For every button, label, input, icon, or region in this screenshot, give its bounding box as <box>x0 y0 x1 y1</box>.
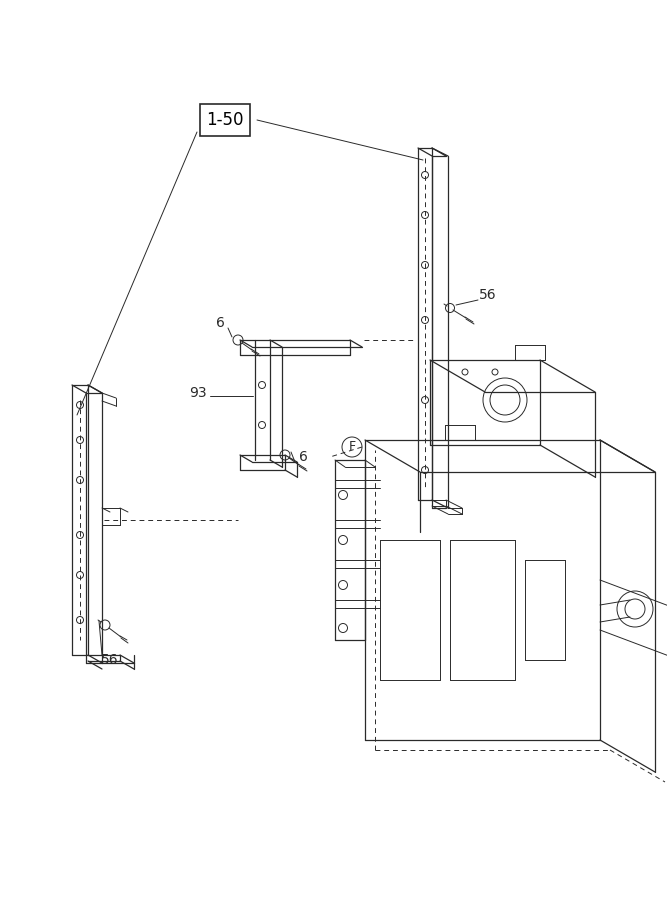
Text: 56: 56 <box>479 288 497 302</box>
Text: 6: 6 <box>299 450 307 464</box>
Text: F: F <box>348 440 356 454</box>
Text: 1-50: 1-50 <box>206 111 243 129</box>
Text: 6: 6 <box>215 316 224 330</box>
Text: 56: 56 <box>101 653 119 667</box>
Text: 93: 93 <box>189 386 207 400</box>
